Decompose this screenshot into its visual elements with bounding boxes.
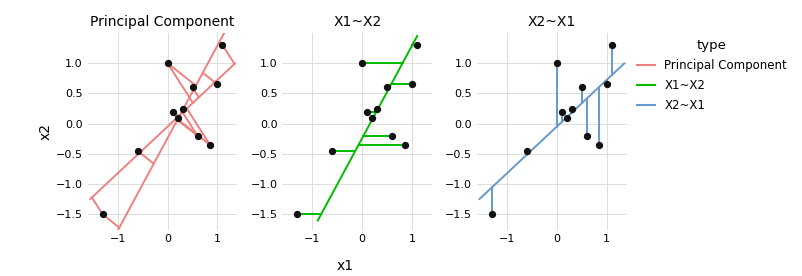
Point xyxy=(485,212,498,217)
Point xyxy=(605,43,618,47)
Point xyxy=(176,106,188,111)
Text: x1: x1 xyxy=(336,259,354,273)
Point xyxy=(365,115,378,120)
Title: X1~X2: X1~X2 xyxy=(333,15,381,29)
Title: X2~X1: X2~X1 xyxy=(527,15,575,29)
Point xyxy=(549,61,562,65)
Point xyxy=(575,85,588,90)
Point xyxy=(385,134,398,138)
Point xyxy=(96,212,109,217)
Point xyxy=(166,109,179,114)
Point xyxy=(405,82,418,87)
Point xyxy=(161,61,174,65)
Point xyxy=(600,82,613,87)
Point xyxy=(191,134,204,138)
Point xyxy=(592,143,605,147)
Point xyxy=(371,106,383,111)
Point xyxy=(290,212,303,217)
Point xyxy=(131,149,144,153)
Point xyxy=(216,43,229,47)
Point xyxy=(204,143,217,147)
Point xyxy=(410,43,423,47)
Legend: Principal Component, X1~X2, X2~X1: Principal Component, X1~X2, X2~X1 xyxy=(636,39,786,112)
Point xyxy=(171,115,184,120)
Title: Principal Component: Principal Component xyxy=(91,15,234,29)
Point xyxy=(520,149,533,153)
Y-axis label: x2: x2 xyxy=(39,123,53,140)
Point xyxy=(380,85,393,90)
Point xyxy=(555,109,568,114)
Point xyxy=(580,134,593,138)
Point xyxy=(565,106,577,111)
Point xyxy=(398,143,411,147)
Point xyxy=(360,109,373,114)
Point xyxy=(211,82,224,87)
Point xyxy=(326,149,338,153)
Point xyxy=(186,85,199,90)
Point xyxy=(560,115,573,120)
Point xyxy=(355,61,368,65)
